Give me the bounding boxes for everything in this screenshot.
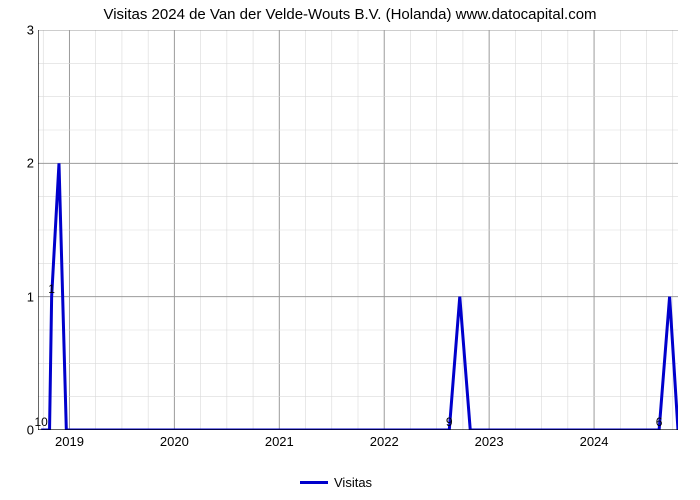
x-tick-label: 2023 (475, 434, 504, 449)
x-tick-label: 2021 (265, 434, 294, 449)
y-tick-label: 1 (14, 289, 34, 304)
y-tick-label: 2 (14, 156, 34, 171)
data-point-label: 6 (656, 415, 663, 429)
y-tick-label: 0 (14, 423, 34, 438)
y-tick-label: 3 (14, 23, 34, 38)
legend: Visitas (300, 475, 372, 490)
x-tick-label: 2024 (580, 434, 609, 449)
line-chart-plot (38, 30, 678, 430)
data-point-label: 9 (446, 415, 453, 429)
data-point-label: 1 (48, 282, 55, 296)
legend-swatch (300, 481, 328, 484)
legend-label: Visitas (334, 475, 372, 490)
x-tick-label: 2019 (55, 434, 84, 449)
x-tick-label: 2022 (370, 434, 399, 449)
x-tick-label: 2020 (160, 434, 189, 449)
data-point-label: 10 (34, 415, 47, 429)
chart-title: Visitas 2024 de Van der Velde-Wouts B.V.… (0, 6, 700, 23)
